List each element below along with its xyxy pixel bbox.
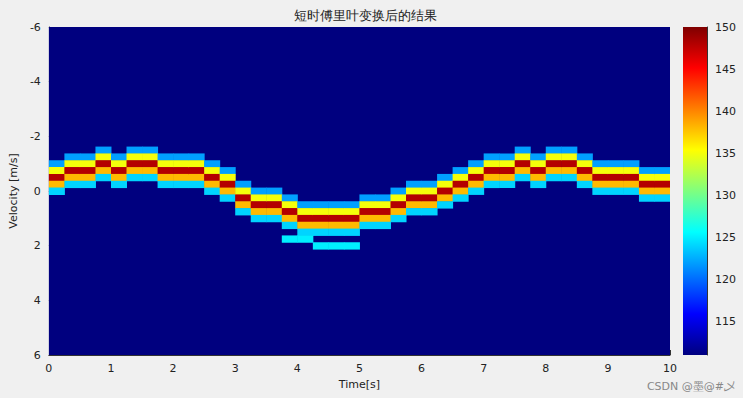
svg-text:140: 140 [715,105,736,118]
svg-text:0: 0 [45,362,52,375]
svg-text:6: 6 [34,349,41,362]
svg-text:Time[s]: Time[s] [338,378,380,391]
svg-text:0: 0 [34,185,41,198]
svg-text:1: 1 [107,362,114,375]
svg-text:135: 135 [715,147,736,160]
svg-text:4: 4 [294,362,301,375]
svg-text:125: 125 [715,231,736,244]
svg-text:130: 130 [715,189,736,202]
svg-text:-4: -4 [30,75,41,88]
svg-text:145: 145 [715,63,736,76]
svg-text:7: 7 [480,362,487,375]
svg-text:5: 5 [356,362,363,375]
svg-text:8: 8 [542,362,549,375]
svg-text:3: 3 [232,362,239,375]
svg-text:115: 115 [715,315,736,328]
svg-text:2: 2 [170,362,177,375]
svg-text:2: 2 [34,239,41,252]
svg-text:Velocity [m/s]: Velocity [m/s] [7,153,20,228]
svg-text:9: 9 [604,362,611,375]
svg-text:短时傅里叶变换后的结果: 短时傅里叶变换后的结果 [294,8,437,23]
svg-text:-6: -6 [30,21,41,34]
svg-text:-2: -2 [30,130,41,143]
svg-text:120: 120 [715,273,736,286]
svg-text:CSDN @墨@#乄: CSDN @墨@#乄 [647,380,735,393]
svg-text:10: 10 [663,362,677,375]
svg-text:150: 150 [715,21,736,34]
svg-text:4: 4 [34,294,41,307]
svg-text:6: 6 [418,362,425,375]
